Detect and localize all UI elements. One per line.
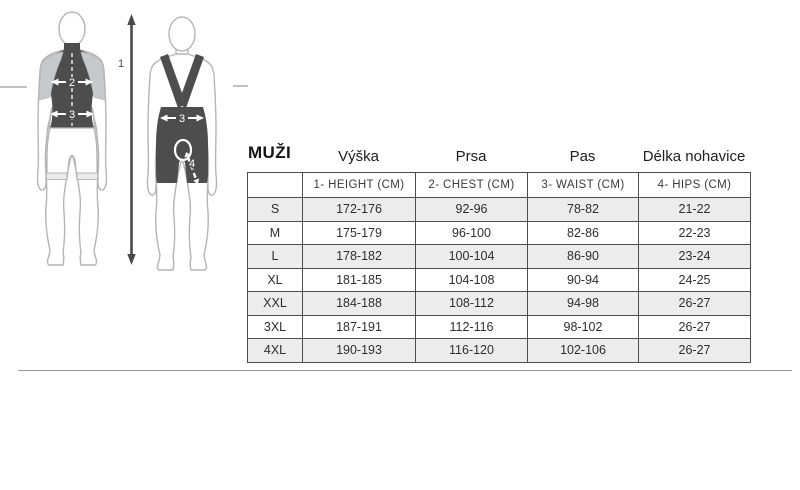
chest-cell: 108-112 bbox=[415, 291, 528, 316]
waist-cell: 102-106 bbox=[527, 338, 639, 363]
size-table-row: S 172-176 92-96 78-82 21-22 bbox=[247, 197, 751, 222]
column-header-waist-cz: Pas bbox=[569, 148, 596, 165]
size-table-row: M 175-179 96-100 82-86 22-23 bbox=[247, 220, 751, 245]
bib-shorts-garment bbox=[156, 107, 208, 183]
hips-arrowhead-top bbox=[184, 152, 191, 158]
height-measure-arrow bbox=[127, 14, 136, 265]
size-table: 1- HEIGHT (CM) 2- CHEST (CM) 3- WAIST (C… bbox=[247, 172, 751, 363]
size-table-row: XL 181-185 104-108 90-94 24-25 bbox=[247, 267, 751, 292]
bib-strap-left bbox=[160, 54, 186, 108]
hips-circle bbox=[173, 138, 193, 162]
waist-measure-arrow-jersey bbox=[50, 110, 94, 118]
size-cell: 4XL bbox=[247, 338, 303, 363]
chest-cell: 92-96 bbox=[415, 197, 528, 222]
size-cell: M bbox=[247, 220, 303, 245]
bib-figure: 3 4 bbox=[146, 16, 218, 271]
chest-cell: 100-104 bbox=[415, 244, 528, 269]
waist-measure-arrow-bib bbox=[160, 114, 204, 122]
size-cell: XXL bbox=[247, 291, 303, 316]
column-header-hips-cz: Délka nohavice bbox=[642, 148, 746, 165]
measure-header-hips: 4- HIPS (CM) bbox=[638, 172, 751, 198]
size-cell: L bbox=[247, 244, 303, 269]
shorts-figure1 bbox=[46, 127, 98, 180]
shorts-cuff-right bbox=[76, 172, 98, 180]
height-cell: 175-179 bbox=[302, 220, 416, 245]
height-cell: 181-185 bbox=[302, 267, 416, 292]
height-cell: 190-193 bbox=[302, 338, 416, 363]
height-cell: 187-191 bbox=[302, 314, 416, 339]
chest-cell: 104-108 bbox=[415, 267, 528, 292]
hips-cell: 26-27 bbox=[638, 291, 751, 316]
measure-header-chest: 2- CHEST (CM) bbox=[415, 172, 528, 198]
hips-cell: 22-23 bbox=[638, 220, 751, 245]
size-table-row: 3XL 187-191 112-116 98-102 26-27 bbox=[247, 314, 751, 339]
waist-label-bib: 3 bbox=[179, 113, 185, 125]
baseline bbox=[18, 370, 792, 371]
chest-label: 2 bbox=[69, 77, 75, 89]
column-header-height-cz: Výška bbox=[338, 148, 379, 165]
waist-cell: 90-94 bbox=[527, 267, 639, 292]
height-cell: 184-188 bbox=[302, 291, 416, 316]
waist-cell: 78-82 bbox=[527, 197, 639, 222]
table-header-row-czech: MUŽI Výška Prsa Pas Délka nohavice bbox=[247, 138, 750, 168]
size-table-row: XXL 184-188 108-112 94-98 26-27 bbox=[247, 291, 751, 316]
measure-header-waist: 3- WAIST (CM) bbox=[527, 172, 639, 198]
height-label: 1 bbox=[118, 58, 124, 70]
hips-arrowhead-bottom bbox=[193, 178, 200, 184]
bib-strap-right bbox=[178, 54, 204, 108]
size-cell: S bbox=[247, 197, 303, 222]
hips-cell: 24-25 bbox=[638, 267, 751, 292]
waist-cell: 98-102 bbox=[527, 314, 639, 339]
waist-label-jersey: 3 bbox=[69, 109, 75, 121]
measure-header-row: 1- HEIGHT (CM) 2- CHEST (CM) 3- WAIST (C… bbox=[247, 172, 751, 198]
shorts-cuff-left bbox=[46, 172, 68, 180]
size-column-header-empty bbox=[247, 172, 303, 198]
waist-cell: 94-98 bbox=[527, 291, 639, 316]
size-table-row: 4XL 190-193 116-120 102-106 26-27 bbox=[247, 338, 751, 363]
jersey-garment bbox=[48, 43, 96, 128]
size-cell: 3XL bbox=[247, 314, 303, 339]
chest-cell: 116-120 bbox=[415, 338, 528, 363]
height-cell: 172-176 bbox=[302, 197, 416, 222]
hips-label: 4 bbox=[189, 158, 195, 170]
waist-cell: 86-90 bbox=[527, 244, 639, 269]
waist-cell: 82-86 bbox=[527, 220, 639, 245]
jersey-figure: 2 3 bbox=[36, 11, 108, 266]
chest-measure-arrow bbox=[51, 78, 93, 86]
hips-cell: 21-22 bbox=[638, 197, 751, 222]
chest-cell: 112-116 bbox=[415, 314, 528, 339]
page-title: MUŽI bbox=[248, 143, 292, 162]
size-cell: XL bbox=[247, 267, 303, 292]
chest-cell: 96-100 bbox=[415, 220, 528, 245]
size-figures-illustration: 2 3 1 bbox=[0, 11, 248, 271]
size-table-row: L 178-182 100-104 86-90 23-24 bbox=[247, 244, 751, 269]
hips-dashed-arrow bbox=[186, 156, 198, 180]
height-cell: 178-182 bbox=[302, 244, 416, 269]
hips-cell: 23-24 bbox=[638, 244, 751, 269]
column-header-chest-cz: Prsa bbox=[455, 148, 487, 165]
hips-cell: 26-27 bbox=[638, 338, 751, 363]
hips-cell: 26-27 bbox=[638, 314, 751, 339]
measure-header-height: 1- HEIGHT (CM) bbox=[302, 172, 416, 198]
